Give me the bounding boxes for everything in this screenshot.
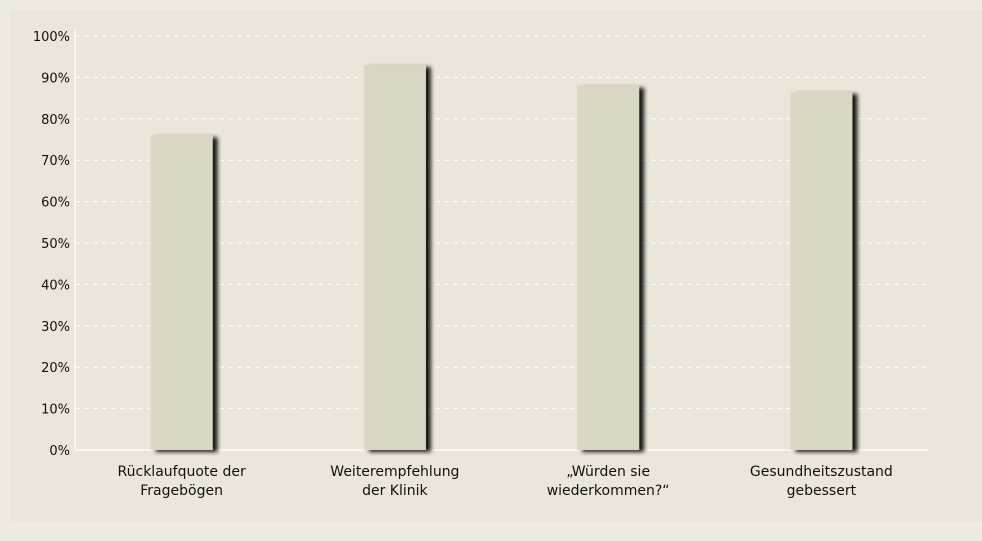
y-tick-label: 100% [33, 30, 70, 45]
bar [790, 91, 853, 450]
x-tick-label: Rücklaufquote der Fragebögen [118, 464, 246, 499]
x-axis-tick-labels: Rücklaufquote der Fragebögen Weiterempfehl… [118, 464, 893, 499]
y-tick-label: 50% [41, 237, 70, 252]
y-tick-label: 70% [41, 154, 70, 169]
y-tick-label: 20% [41, 361, 70, 376]
x-tick-label: „Würden sie wiederkommen?“ [547, 464, 670, 499]
y-tick-label: 40% [41, 278, 70, 293]
y-axis-tick-labels: 0% 10% 20% 30% 40% 50% 60% 70% 80% 90% 100% [33, 30, 70, 459]
bar [150, 135, 213, 451]
bar [577, 85, 640, 451]
y-tick-label: 30% [41, 320, 70, 335]
y-tick-label: 80% [41, 113, 70, 128]
x-tick-label: Gesundheitszustand gebessert [750, 464, 893, 499]
y-tick-label: 0% [49, 444, 70, 459]
gridlines [74, 30, 928, 451]
y-tick-label: 60% [41, 196, 70, 211]
y-tick-label: 10% [41, 403, 70, 418]
bar [363, 64, 426, 450]
x-tick-label: Weiterempfehlung der Klinik [330, 464, 459, 499]
bars [150, 64, 853, 451]
y-tick-label: 90% [41, 71, 70, 86]
